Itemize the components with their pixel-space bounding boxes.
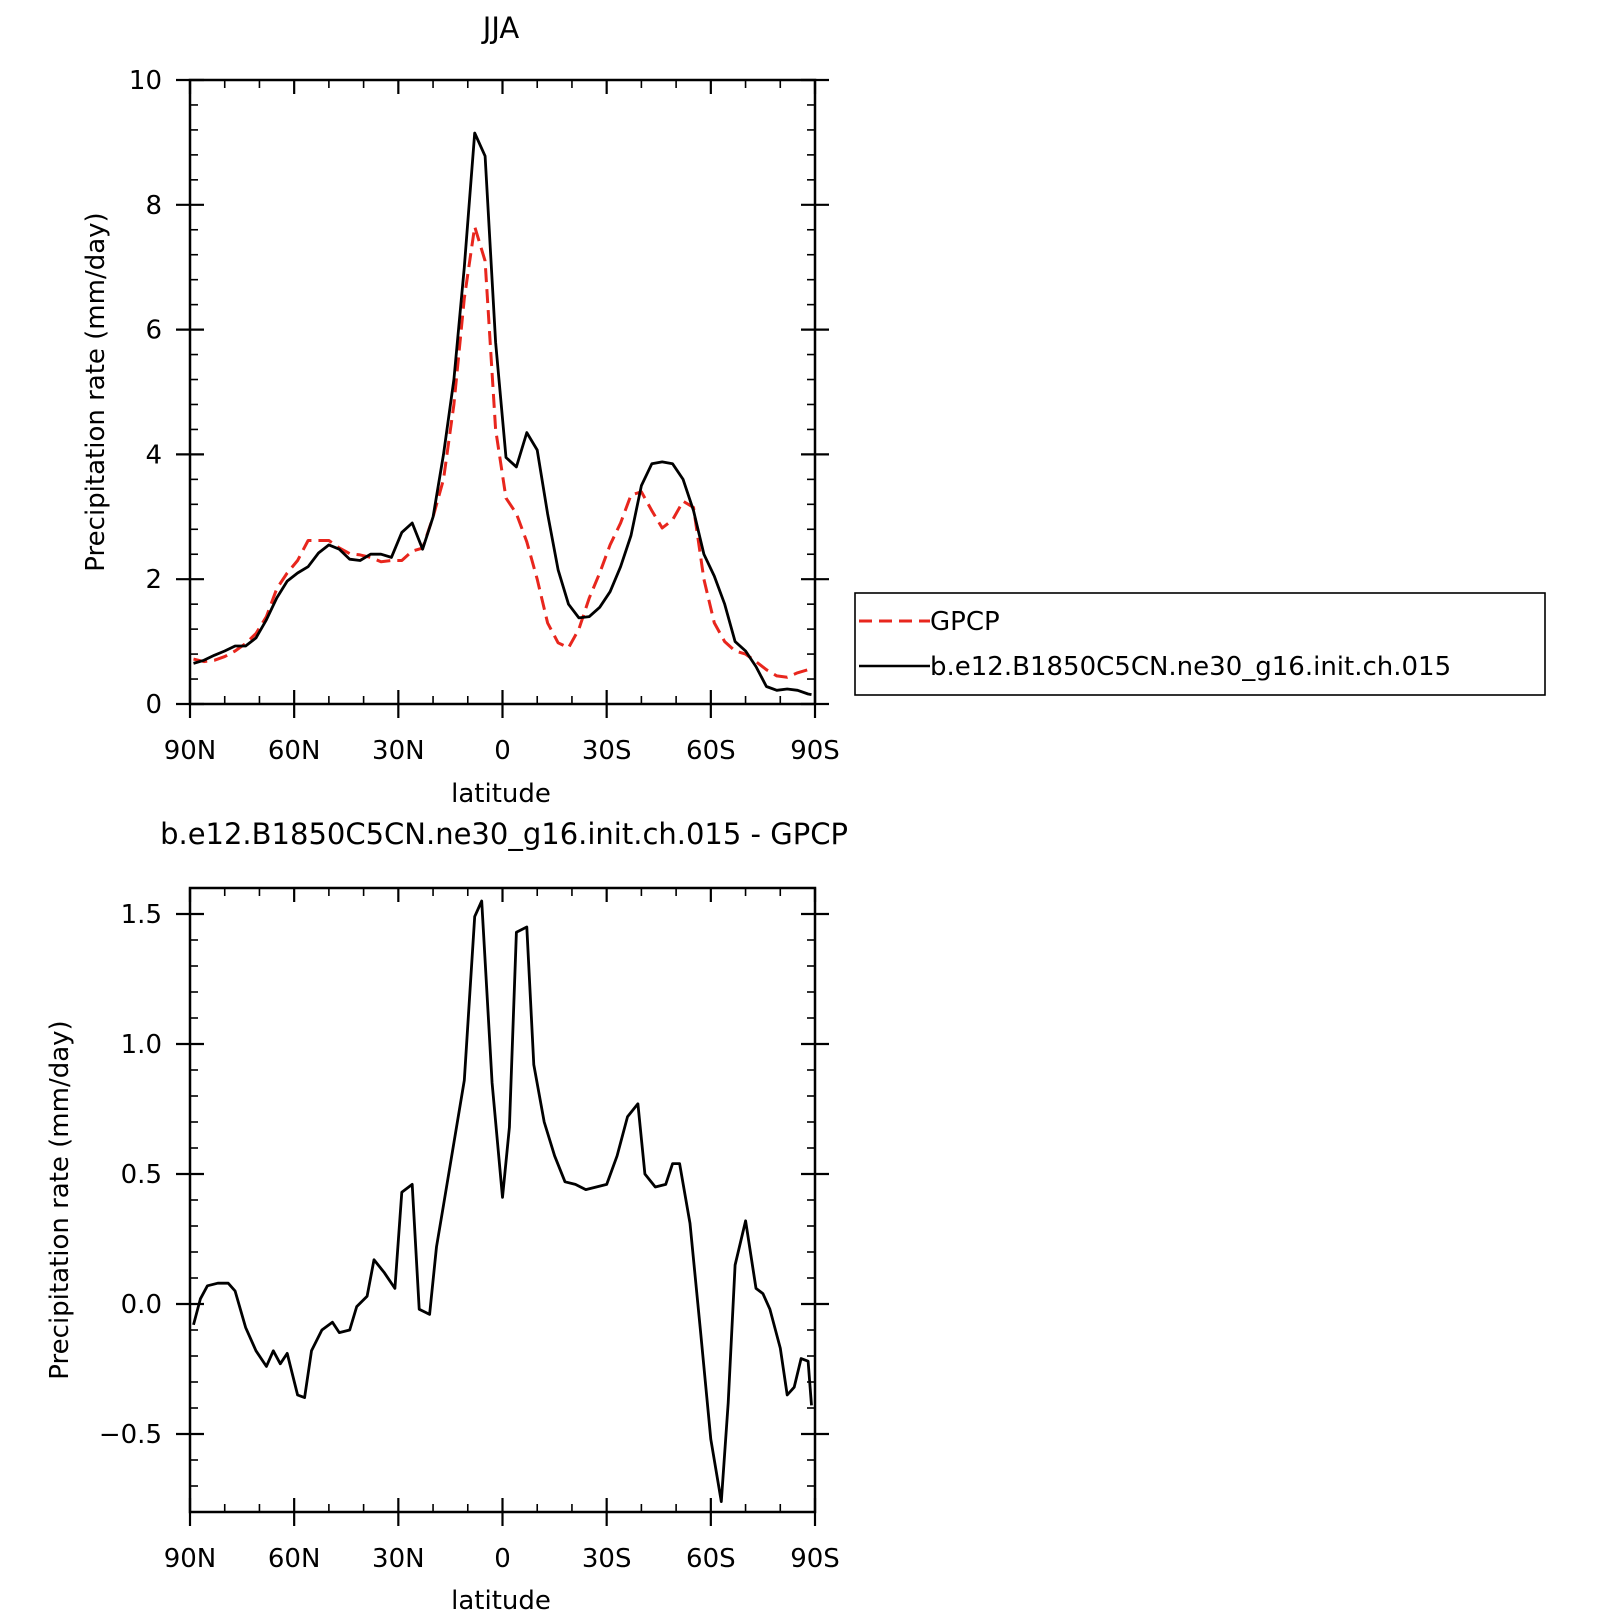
climatology-series	[193, 131, 812, 696]
x-tick-label: 60S	[686, 1544, 736, 1574]
climatology-x-axis-label: latitude	[451, 779, 551, 809]
y-tick-label: 4	[145, 440, 162, 470]
y-tick-label: 1.5	[121, 900, 162, 930]
x-tick-label: 30N	[372, 736, 425, 766]
y-tick-label: 10	[129, 66, 162, 96]
difference-plot-frame	[188, 886, 817, 1514]
y-tick-label: 0.0	[121, 1290, 162, 1320]
x-tick-label: 30S	[582, 736, 632, 766]
x-tick-label: 90S	[790, 736, 840, 766]
y-tick-label: −0.5	[99, 1420, 162, 1450]
x-tick-label: 0	[494, 736, 511, 766]
climatology-y-tick-labels: 0 2 4 6 8 10	[129, 66, 162, 720]
model-series-line	[193, 131, 812, 696]
y-tick-label: 6	[145, 316, 162, 346]
x-tick-label: 60N	[268, 736, 321, 766]
legend-label-gpcp: GPCP	[930, 607, 1000, 637]
y-tick-label: 2	[145, 565, 162, 595]
legend-label-model: b.e12.B1850C5CN.ne30_g16.init.ch.015	[930, 652, 1451, 682]
y-tick-label: 1.0	[121, 1030, 162, 1060]
legend: GPCP b.e12.B1850C5CN.ne30_g16.init.ch.01…	[854, 592, 1546, 696]
y-tick-label: 8	[145, 191, 162, 221]
difference-y-tick-labels: −0.5 0.0 0.5 1.0 1.5	[99, 900, 162, 1450]
y-tick-label: 0	[145, 690, 162, 720]
climatology-panel: JJA 0 2 4 6 8 10 90N 60N 30N 0 30S 60S 90S latitude…	[81, 11, 1546, 809]
difference-series	[192, 899, 813, 1503]
climatology-plot-frame	[188, 78, 817, 706]
x-tick-label: 60N	[268, 1544, 321, 1574]
climatology-title: JJA	[481, 11, 520, 45]
x-tick-label: 90N	[164, 1544, 217, 1574]
difference-panel: b.e12.B1850C5CN.ne30_g16.init.ch.015 - G…	[45, 817, 848, 1613]
x-tick-label: 30S	[582, 1544, 632, 1574]
difference-x-tick-labels: 90N 60N 30N 0 30S 60S 90S	[164, 1544, 840, 1574]
difference-ticks	[176, 887, 829, 1526]
y-tick-label: 0.5	[121, 1160, 162, 1190]
difference-x-axis-label: latitude	[451, 1586, 551, 1613]
x-tick-label: 90N	[164, 736, 217, 766]
x-tick-label: 90S	[790, 1544, 840, 1574]
x-tick-label: 0	[494, 1544, 511, 1574]
legend-box	[854, 592, 1546, 696]
difference-title: b.e12.B1850C5CN.ne30_g16.init.ch.015 - G…	[160, 817, 848, 851]
climatology-y-axis-label: Precipitation rate (mm/day)	[81, 212, 111, 571]
gpcp-series-line	[193, 225, 812, 679]
difference-y-axis-label: Precipitation rate (mm/day)	[45, 1020, 75, 1379]
difference-series-line	[192, 899, 813, 1503]
x-tick-label: 60S	[686, 736, 736, 766]
x-tick-label: 30N	[372, 1544, 425, 1574]
climatology-x-tick-labels: 90N 60N 30N 0 30S 60S 90S	[164, 736, 840, 766]
